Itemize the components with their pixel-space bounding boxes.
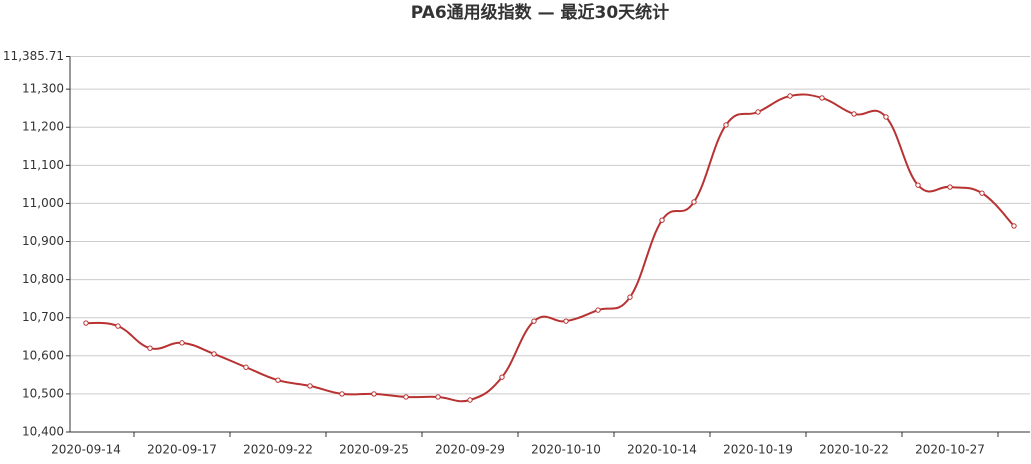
point: [83, 320, 89, 326]
point: [307, 383, 313, 389]
point: [531, 318, 537, 324]
point: [371, 391, 377, 397]
line: [85, 93, 1015, 403]
y-tick-label: 10,500: [22, 386, 64, 400]
y-tick-label: 10,600: [22, 348, 64, 362]
x-tick-label: 2020-10-27: [915, 443, 985, 457]
chart-title: PA6通用级指数 — 最近30天统计: [411, 2, 669, 23]
point: [499, 374, 505, 380]
y-tick-label: 10,900: [22, 234, 64, 248]
x-tick-label: 2020-09-17: [147, 443, 217, 457]
x-tick-label: 2020-09-25: [339, 443, 409, 457]
point: [179, 340, 185, 346]
point: [467, 397, 473, 403]
point: [115, 323, 121, 329]
y-tick-label: 10,700: [22, 310, 64, 324]
point: [339, 391, 345, 397]
point: [659, 217, 665, 223]
point: [979, 190, 985, 196]
y-tick-label: 11,200: [22, 120, 64, 134]
x-tick-label: 2020-10-22: [819, 443, 889, 457]
point: [851, 111, 857, 117]
x-tick-label: 2020-09-22: [243, 443, 313, 457]
point: [691, 199, 697, 205]
point: [1011, 223, 1017, 229]
point: [243, 364, 249, 370]
y-tick-label: 11,300: [22, 82, 64, 96]
point: [211, 351, 217, 357]
point: [595, 307, 601, 313]
x-tick-label: 2020-09-14: [51, 443, 121, 457]
point: [275, 377, 281, 383]
point: [947, 184, 953, 190]
y-tick-label: 11,000: [22, 196, 64, 210]
point: [723, 122, 729, 128]
y-tick-label: 10,400: [22, 425, 64, 439]
point: [819, 95, 825, 101]
point: [755, 109, 761, 115]
x-tick-label: 2020-10-19: [723, 443, 793, 457]
point: [563, 318, 569, 324]
point: [435, 394, 441, 400]
y-tick-label: 11,385.71: [3, 49, 64, 63]
point: [147, 345, 153, 351]
y-tick-label: 11,100: [22, 158, 64, 172]
x-tick-label: 2020-10-14: [627, 443, 697, 457]
point: [627, 294, 633, 300]
y-tick-label: 10,800: [22, 272, 64, 286]
x-tick-label: 2020-10-10: [531, 443, 601, 457]
point: [403, 394, 409, 400]
x-tick-label: 2020-09-29: [435, 443, 505, 457]
point: [915, 182, 921, 188]
point: [883, 114, 889, 120]
point: [787, 93, 793, 99]
